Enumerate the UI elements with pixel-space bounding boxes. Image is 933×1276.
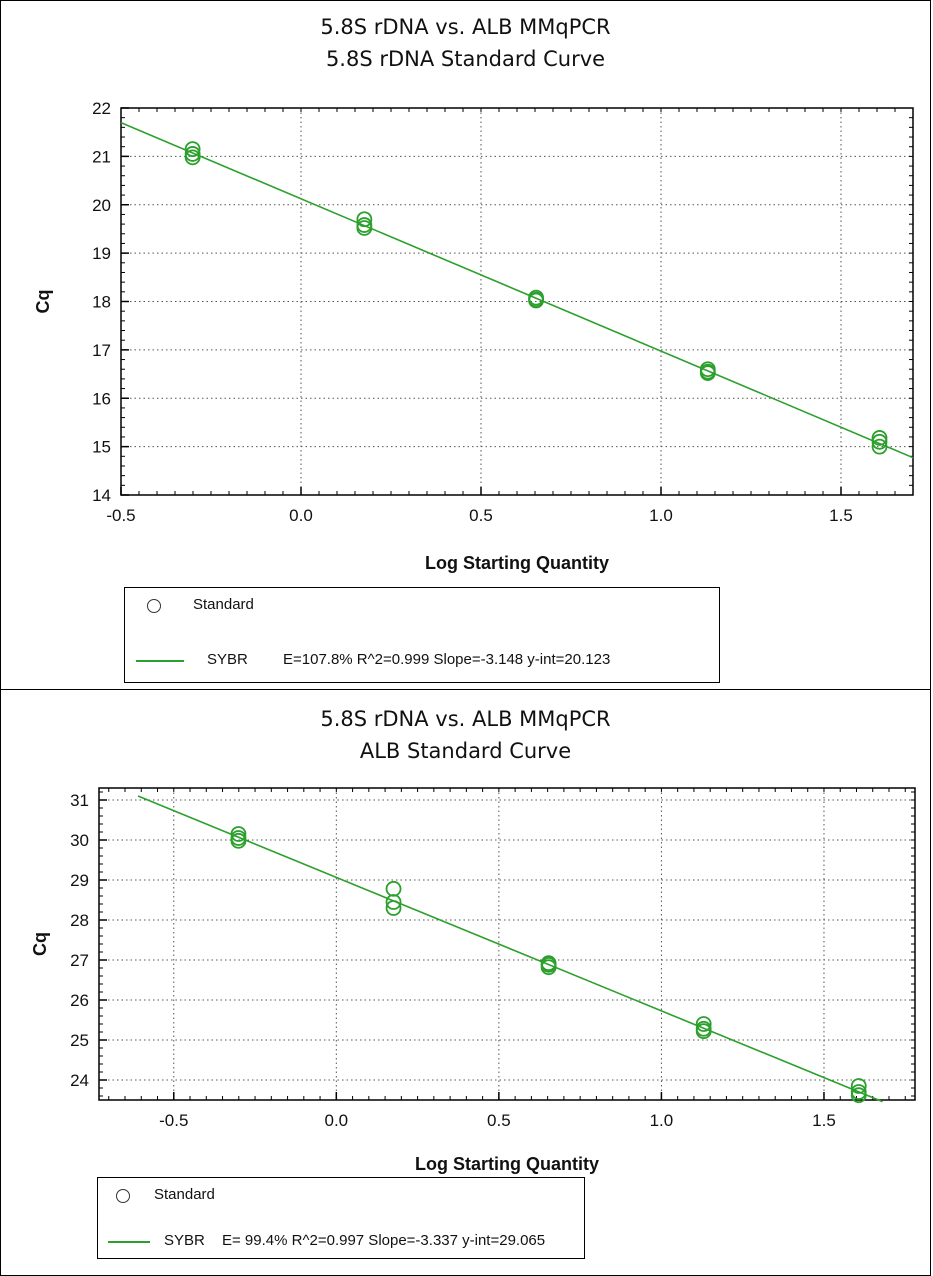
y-axis-label: Cq	[30, 932, 50, 956]
legend-label-standard: Standard	[154, 1186, 215, 1203]
x-tick-label: 0.0	[289, 506, 313, 525]
standard-data-point	[184, 141, 201, 158]
chart-title: 5.8S rDNA vs. ALB MMqPCR	[320, 15, 611, 39]
standard-data-point	[385, 900, 402, 916]
rdna-standard-curve-plot: -0.5 0.0 0.5 1.0 1.5 14 15 16 17 18 19 20 21 22 Log St…	[33, 99, 914, 573]
standard-data-point	[850, 1078, 867, 1094]
x-tick-label: 0.5	[487, 1111, 511, 1130]
legend-fit-stats: E=107.8% R^2=0.999 Slope=-3.148 y-int=20…	[283, 651, 611, 668]
y-tick-label: 28	[70, 911, 89, 930]
standard-data-point	[385, 894, 402, 910]
x-tick-label: -0.5	[106, 506, 135, 525]
standard-marker-icon	[147, 599, 161, 613]
y-tick-label: 17	[92, 341, 111, 360]
x-tick-label: 1.5	[829, 506, 853, 525]
plot-frame	[98, 787, 916, 1101]
y-tick-label: 30	[70, 831, 89, 850]
standard-data-point	[540, 959, 557, 976]
standard-data-point	[528, 292, 544, 309]
standard-data-point	[850, 1087, 867, 1104]
x-tick-label: 0.0	[325, 1111, 349, 1130]
x-axis-label: Log Starting Quantity	[425, 553, 609, 573]
x-tick-label: -0.5	[159, 1111, 188, 1130]
legend-fit-stats: E= 99.4% R^2=0.997 Slope=-3.337 y-int=29…	[222, 1232, 546, 1249]
legend-label-sybr: SYBR	[207, 651, 248, 668]
chart-subtitle: ALB Standard Curve	[359, 739, 572, 763]
y-tick-label: 20	[92, 196, 111, 215]
y-tick-label: 25	[70, 1031, 89, 1050]
chart-legend: Standard SYBR E= 99.4% R^2=0.997 Slope=-…	[97, 1177, 585, 1259]
standard-data-point	[356, 220, 373, 236]
y-tick-label: 24	[70, 1071, 89, 1090]
y-tick-label: 29	[70, 871, 89, 890]
chart-panel-rdna: 5.8S rDNA vs. ALB MMqPCR 5.8S rDNA Stand…	[0, 0, 931, 690]
y-tick-label: 14	[92, 486, 111, 505]
x-tick-label: 1.0	[649, 506, 673, 525]
standard-data-point	[230, 832, 247, 849]
legend-label-sybr: SYBR	[164, 1232, 205, 1249]
y-tick-label: 19	[92, 244, 111, 263]
standard-data-point	[356, 211, 373, 228]
y-tick-label: 27	[70, 951, 89, 970]
standard-data-point	[695, 1023, 712, 1040]
chart-panel-alb: 5.8S rDNA vs. ALB MMqPCR ALB Standard Cu…	[0, 690, 931, 1276]
x-axis-label: Log Starting Quantity	[415, 1154, 599, 1174]
standard-data-point	[385, 880, 402, 897]
standard-data-point	[230, 826, 247, 842]
fit-line-icon	[108, 1241, 150, 1243]
y-tick-label: 21	[92, 147, 111, 166]
x-tick-label: 1.5	[812, 1111, 836, 1130]
y-tick-label: 18	[92, 293, 111, 312]
standard-data-point	[184, 149, 201, 166]
y-tick-label: 22	[92, 99, 111, 118]
standard-data-point	[871, 433, 888, 450]
sybr-fit-line	[137, 795, 883, 1103]
y-tick-label: 31	[70, 791, 89, 810]
x-tick-label: 1.0	[650, 1111, 674, 1130]
x-tick-label: 0.5	[469, 506, 493, 525]
fit-line-icon	[136, 660, 184, 662]
y-axis-label: Cq	[33, 290, 53, 314]
y-tick-label: 16	[92, 389, 111, 408]
standard-data-point	[695, 1016, 712, 1032]
standard-data-point	[699, 365, 716, 381]
legend-label-standard: Standard	[193, 596, 254, 613]
standard-marker-icon	[116, 1189, 130, 1203]
standard-data-point	[871, 438, 888, 455]
standard-data-point	[871, 430, 888, 446]
y-tick-label: 26	[70, 991, 89, 1010]
chart-title: 5.8S rDNA vs. ALB MMqPCR	[320, 707, 611, 731]
sybr-fit-line	[120, 121, 914, 459]
chart-legend: Standard SYBR E=107.8% R^2=0.999 Slope=-…	[124, 587, 720, 683]
chart-subtitle: 5.8S rDNA Standard Curve	[325, 47, 606, 71]
y-tick-label: 15	[92, 438, 111, 457]
alb-standard-curve-plot: -0.5 0.0 0.5 1.0 1.5 24 25 26 27 28 29 30 31 Log Star…	[30, 787, 916, 1174]
